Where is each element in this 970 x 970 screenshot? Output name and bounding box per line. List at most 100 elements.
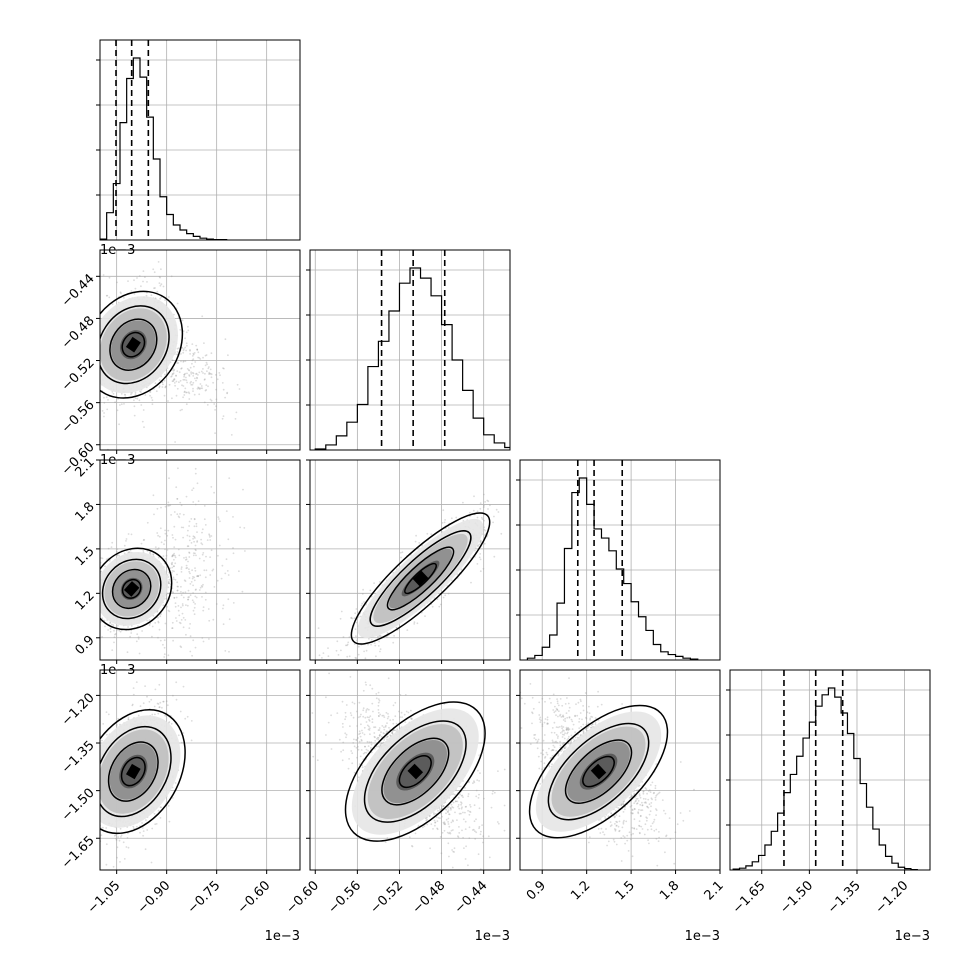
x-tick-label: −1.35: [825, 878, 864, 917]
scatter-panel-2-3: [519, 669, 721, 871]
axes-frame: [309, 669, 511, 871]
scatter-panel-1-2: [309, 459, 511, 661]
offset-label: 1e−3: [265, 929, 300, 944]
density-peak: [407, 763, 424, 780]
y-tick-label: 1.5: [72, 544, 97, 569]
axes-frame: [99, 39, 301, 241]
x-tick-label: −0.52: [368, 878, 407, 917]
density-peak: [123, 581, 140, 597]
histogram-panel-1: [306, 249, 511, 451]
x-tick-label: −0.56: [325, 878, 364, 917]
axes-frame: [99, 669, 301, 871]
x-tick-label: 1.8: [657, 878, 682, 903]
offset-label: 1e−3: [100, 243, 135, 258]
x-tick-label: −1.05: [85, 878, 124, 917]
contour-line: [528, 704, 669, 839]
axes-frame: [729, 669, 931, 871]
contour-line: [100, 305, 170, 385]
contour-line: [386, 546, 455, 611]
density-layer: [100, 681, 193, 870]
y-tick-label: 1.8: [72, 499, 97, 524]
x-tick-label: −1.65: [730, 878, 769, 917]
x-tick-label: −0.90: [135, 878, 174, 917]
scatter-panel-1-3: [309, 669, 511, 871]
x-tick-label: −0.60: [235, 878, 274, 917]
contour-line: [547, 722, 650, 821]
y-tick-label: −1.35: [59, 738, 98, 777]
scatter-panel-0-2: [99, 459, 301, 661]
x-tick-label: −0.48: [410, 878, 449, 917]
histogram-bars: [100, 40, 228, 240]
y-tick-label: −0.52: [59, 356, 98, 395]
histogram-panel-0: [96, 39, 301, 241]
axes-frame: [309, 459, 511, 661]
y-tick-label: −0.48: [59, 313, 98, 352]
axes-frame: [309, 249, 511, 451]
contour-line: [121, 331, 146, 358]
histogram-bars: [526, 460, 699, 660]
x-tick-label: 0.9: [524, 878, 549, 903]
y-tick-label: −1.50: [59, 786, 98, 825]
x-tick-label: −1.20: [873, 878, 912, 917]
x-axis-3: −1.65 −1.50 −1.35 −1.20 1e−3: [730, 870, 930, 944]
axes-frame: [519, 669, 721, 871]
contour-line: [404, 562, 437, 595]
histogram-panel-3: [726, 669, 931, 871]
density-peak: [412, 570, 429, 587]
density-shading: [350, 512, 491, 645]
offset-label: 1e−3: [685, 929, 720, 944]
scatter-panel-0-1: [99, 249, 301, 451]
offset-label: 1e−3: [895, 929, 930, 944]
density-peak: [125, 336, 141, 353]
density-layer: [100, 467, 246, 658]
contour-line: [100, 725, 172, 818]
x-axis-1: −0.60 −0.56 −0.52 −0.48 −0.44 1e−3: [283, 870, 510, 944]
scatter-panel-0-3: [99, 669, 301, 871]
offset-label: 1e−3: [475, 929, 510, 944]
y-tick-label: −0.44: [59, 271, 98, 310]
density-layer: [520, 677, 695, 867]
contour-line: [381, 737, 450, 806]
y-tick-label: 1.2: [72, 588, 97, 613]
density-shading: [528, 704, 669, 839]
density-layer: [317, 493, 503, 660]
density-shading: [100, 708, 186, 835]
contour-line: [120, 756, 146, 787]
contour-line: [344, 701, 486, 842]
histogram-panel-2: [516, 459, 721, 661]
histogram-step: [526, 477, 699, 660]
contour-line: [101, 558, 162, 620]
density-layer: [100, 261, 241, 450]
axes-frame: [519, 459, 721, 661]
x-tick-label: 1.2: [568, 878, 593, 903]
axes-frame: [99, 249, 301, 451]
contour-line: [100, 547, 173, 631]
y-tick-label: −1.65: [59, 833, 98, 872]
contour-line: [100, 290, 184, 399]
histogram-step: [100, 57, 228, 240]
x-tick-label: −0.60: [283, 878, 322, 917]
density-peak: [590, 763, 607, 780]
x-axis-2: 0.9 1.2 1.5 1.8 2.1 1e−3: [524, 870, 727, 944]
histogram-bars: [314, 250, 510, 450]
density-shading: [100, 290, 184, 399]
x-tick-label: −0.75: [185, 878, 224, 917]
contour-line: [107, 741, 159, 802]
x-tick-label: 2.1: [702, 878, 727, 903]
x-tick-label: 1.5: [613, 878, 638, 903]
contour-line: [564, 739, 633, 804]
contour-line: [398, 755, 432, 789]
contour-line: [111, 568, 152, 610]
x-axis-0: −1.05 −0.90 −0.75 −0.60 1e−3: [85, 870, 300, 944]
contour-line: [109, 318, 158, 371]
density-shading: [100, 547, 173, 631]
contour-line: [363, 720, 467, 823]
density-layer: [311, 672, 506, 870]
density-shading: [344, 701, 486, 842]
histogram-bars: [732, 670, 918, 870]
histogram-step: [314, 267, 510, 450]
axes-frame: [99, 459, 301, 661]
contour-line: [369, 530, 472, 627]
histogram-step: [732, 687, 918, 870]
offset-label: 1e−3: [100, 453, 135, 468]
